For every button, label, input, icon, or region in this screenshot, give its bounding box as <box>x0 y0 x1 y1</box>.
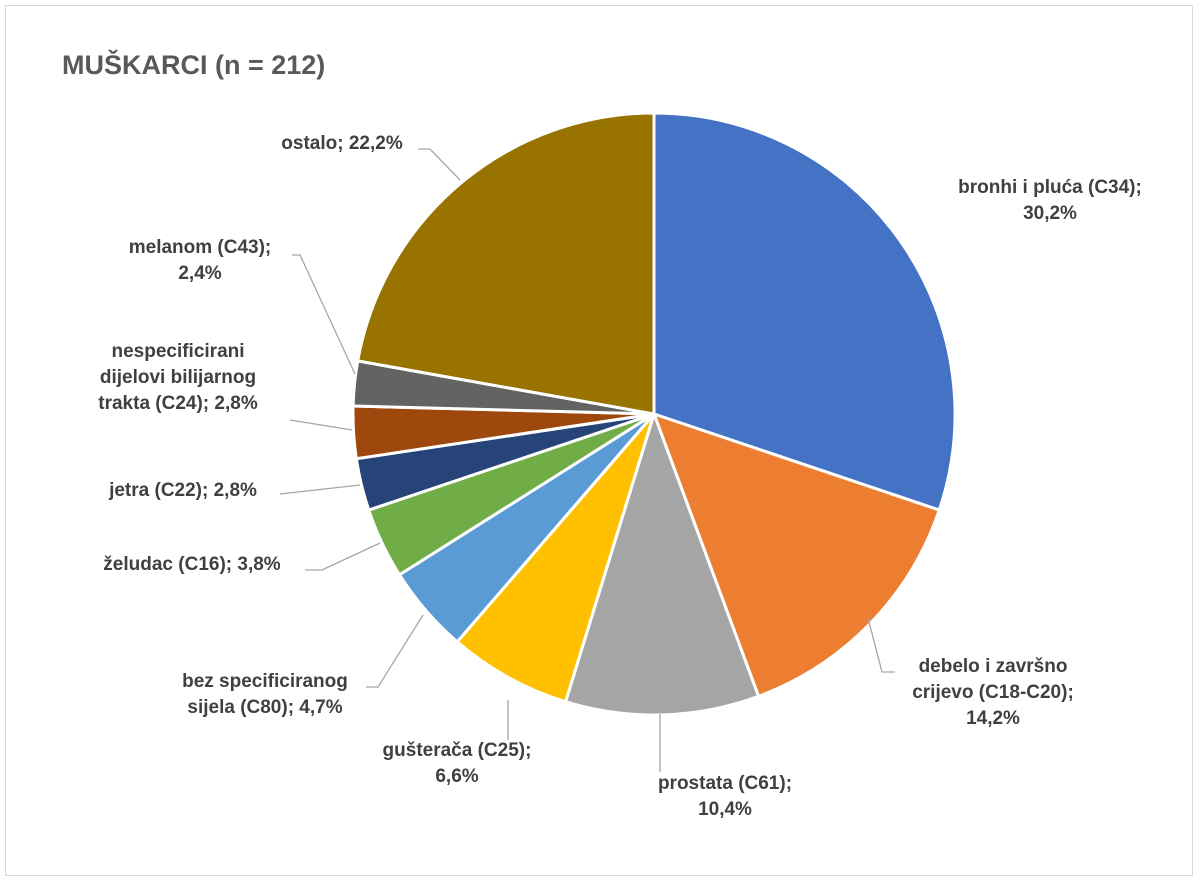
leader-line <box>366 614 424 688</box>
slice-label-line: sijela (C80); 4,7% <box>187 697 342 718</box>
pie-slice <box>455 413 656 704</box>
slice-label-line: crijevo (C18-C20); <box>912 682 1074 703</box>
slice-label-line: želudac (C16); 3,8% <box>103 554 280 575</box>
slice-label: ostalo; 22,2% <box>281 133 403 154</box>
slice-label: melanom (C43); 2,4% <box>129 237 272 284</box>
slice-label-line: jetra (C22); 2,8% <box>108 480 257 501</box>
leader-line <box>279 484 361 495</box>
slice-label-line: prostata (C61); <box>658 773 792 794</box>
leader-line <box>867 617 895 673</box>
slice-label-line: 10,4% <box>698 799 752 820</box>
slice-label-line: bez specificiranog <box>182 671 348 692</box>
slice-label-line: 14,2% <box>966 708 1020 729</box>
slice-label: debelo i završno crijevo (C18-C20); 14,2% <box>912 656 1074 729</box>
slice-label: prostata (C61); 10,4% <box>658 773 792 820</box>
slice-label: bez specificiranog sijela (C80); 4,7% <box>182 671 348 718</box>
pie-slice <box>563 409 761 717</box>
slice-label-line: gušterača (C25); <box>383 740 532 761</box>
slice-label-line: debelo i završno <box>919 656 1068 677</box>
slice-label-line: ostalo; 22,2% <box>281 133 403 154</box>
leader-line <box>305 542 381 571</box>
pie-slice <box>652 111 957 512</box>
slice-label-line: bronhi i pluća (C34); <box>958 177 1142 198</box>
slice-label-line: 2,4% <box>178 263 221 284</box>
slice-label: želudac (C16); 3,8% <box>103 554 280 575</box>
slice-label-line: 6,6% <box>435 766 478 787</box>
leader-line <box>292 254 356 375</box>
slice-label: nespecificirani dijelovi bilijarnog trakta… <box>98 341 258 414</box>
slice-label-line: 30,2% <box>1023 203 1077 224</box>
slice-label-line: dijelovi bilijarnog <box>100 367 256 388</box>
slice-label-line: nespecificirani <box>111 341 244 362</box>
slice-label: bronhi i pluća (C34); 30,2% <box>958 177 1142 224</box>
slice-label: jetra (C22); 2,8% <box>108 480 257 501</box>
slice-label-line: trakta (C24); 2,8% <box>98 393 258 414</box>
slice-label-line: melanom (C43); <box>129 237 272 258</box>
leader-line <box>289 419 353 431</box>
chart-title: MUŠKARCI (n = 212) <box>62 50 326 80</box>
leader-line <box>418 148 461 181</box>
pie-slice <box>355 111 656 416</box>
slice-label: gušterača (C25); 6,6% <box>383 740 532 787</box>
